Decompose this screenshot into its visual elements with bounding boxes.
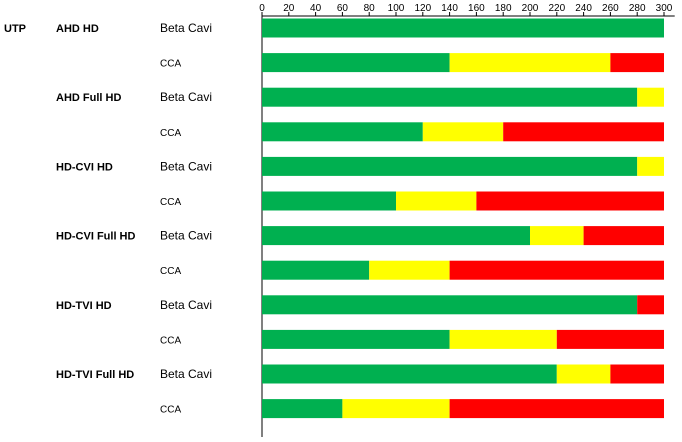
bar-segment: [369, 260, 450, 280]
bar-segment: [449, 53, 611, 73]
category-label: Beta Cavi: [160, 21, 212, 35]
group-label: HD-TVI Full HD: [56, 369, 134, 381]
category-label: Beta Cavi: [160, 90, 212, 104]
x-tick-label: 280: [629, 3, 646, 14]
group-label: HD-CVI Full HD: [56, 231, 135, 243]
x-tick-label: 160: [468, 3, 485, 14]
category-label: CCA: [160, 128, 181, 139]
cable-label: UTP: [4, 23, 26, 35]
bar-segment: [262, 399, 343, 419]
x-tick-label: 300: [656, 3, 673, 14]
bar-segment: [262, 329, 450, 349]
x-tick-label: 260: [602, 3, 619, 14]
category-label: CCA: [160, 59, 181, 70]
category-label: Beta Cavi: [160, 159, 212, 173]
bar-segment: [556, 364, 611, 384]
group-label: HD-TVI HD: [56, 300, 112, 312]
bar-segment: [342, 399, 450, 419]
category-label: CCA: [160, 335, 181, 346]
category-label: CCA: [160, 197, 181, 208]
x-tick-label: 60: [337, 3, 349, 14]
x-tick-label: 40: [310, 3, 322, 14]
x-tick-label: 140: [441, 3, 458, 14]
bar-segment: [583, 226, 664, 246]
bar-segment: [637, 87, 664, 107]
bar-segment: [556, 329, 664, 349]
bar-segment: [422, 122, 504, 142]
category-label: CCA: [160, 266, 181, 277]
bar-segment: [503, 122, 664, 142]
bar-segment: [449, 260, 664, 280]
x-tick-label: 240: [575, 3, 592, 14]
category-label: Beta Cavi: [160, 298, 212, 312]
bar-segment: [262, 260, 370, 280]
bar-segment: [637, 295, 664, 315]
bar-segment: [530, 226, 584, 246]
bar-segment: [449, 399, 664, 419]
x-tick-label: 20: [283, 3, 295, 14]
bar-segment: [262, 87, 638, 107]
group-label: AHD Full HD: [56, 92, 121, 104]
x-tick-label: 80: [364, 3, 376, 14]
bar-segment: [262, 53, 450, 73]
bar-segment: [476, 191, 664, 211]
category-label: CCA: [160, 405, 181, 416]
x-tick-label: 180: [495, 3, 512, 14]
group-label: HD-CVI HD: [56, 161, 113, 173]
bar-segment: [610, 364, 664, 384]
bar-segment: [396, 191, 477, 211]
bar-segment: [262, 364, 557, 384]
bar-segment: [262, 156, 638, 176]
x-tick-label: 0: [259, 3, 265, 14]
group-label: AHD HD: [56, 23, 99, 35]
bar-segment: [262, 295, 638, 315]
bar-segment: [262, 18, 664, 38]
bar-segment: [262, 122, 423, 142]
bar-segment: [610, 53, 664, 73]
x-tick-label: 120: [414, 3, 431, 14]
category-label: Beta Cavi: [160, 229, 212, 243]
bar-segment: [262, 191, 396, 211]
x-tick-label: 200: [522, 3, 539, 14]
x-tick-label: 100: [388, 3, 405, 14]
bar-segment: [449, 329, 557, 349]
x-tick-label: 220: [548, 3, 565, 14]
bar-segment: [637, 156, 664, 176]
bar-segment: [262, 226, 530, 246]
category-label: Beta Cavi: [160, 367, 212, 381]
